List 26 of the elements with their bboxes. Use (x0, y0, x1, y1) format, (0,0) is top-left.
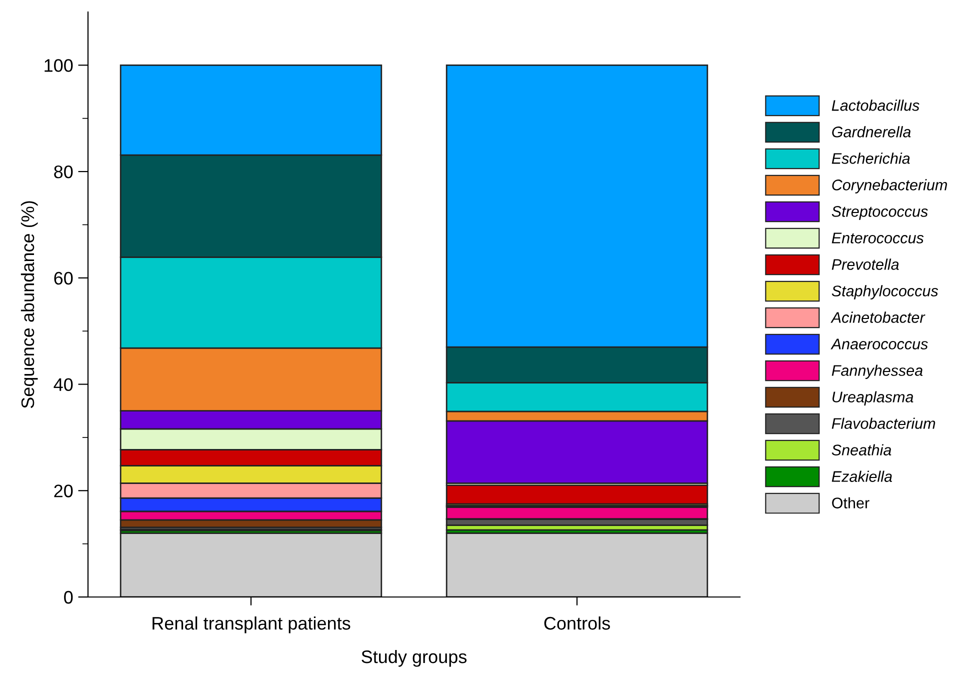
x-tick-label: Controls (544, 616, 610, 630)
legend-label: Gardnerella (832, 126, 911, 138)
legend-label: Flavobacterium (832, 418, 936, 429)
legend-label: Enterococcus (832, 232, 924, 244)
y-tick-label: 60 (54, 272, 73, 285)
x-tick-label: Renal transplant patients (152, 616, 350, 634)
y-axis-title: Sequence abundance (%) (20, 201, 38, 408)
y-tick-label: 20 (54, 484, 73, 498)
legend-label: Other (832, 497, 870, 508)
legend-label: Fannyhessea (832, 364, 923, 379)
legend-label: Sneathia (832, 444, 892, 456)
legend-label: Streptococcus (832, 206, 928, 220)
legend-label: Anaerococcus (830, 338, 928, 350)
y-tick-label: 0 (64, 590, 73, 604)
legend-label: Ezakiella (832, 470, 892, 482)
legend-label: Acinetobacter (830, 312, 926, 323)
y-tick-label: 80 (54, 165, 73, 178)
y-tick-label: 40 (54, 378, 73, 391)
legend-label: Prevotella (832, 258, 899, 270)
legend-label: Ureaplasma (832, 391, 914, 406)
y-tick-label: 100 (44, 59, 73, 72)
legend-label: Lactobacillus (832, 100, 920, 111)
legend-label: Corynebacterium (832, 179, 947, 194)
legend-label: Staphylococcus (832, 285, 938, 300)
legend-label: Escherichia (832, 152, 910, 164)
x-axis-title: Study groups (362, 650, 467, 667)
